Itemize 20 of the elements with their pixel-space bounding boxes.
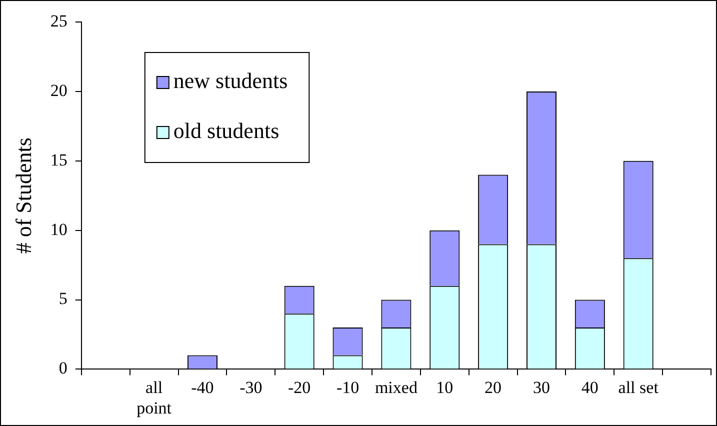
y-tick-label: 15 xyxy=(50,150,68,170)
x-tick-label: -30 xyxy=(240,378,262,397)
x-tick-label: -20 xyxy=(288,378,311,397)
y-tick-label: 10 xyxy=(50,220,68,239)
x-tick-label: all point xyxy=(136,378,172,418)
y-tick-label: 25 xyxy=(50,11,68,30)
x-tick-label: all set xyxy=(618,378,659,397)
x-tick-label: 30 xyxy=(532,378,550,397)
x-tick-label: -10 xyxy=(336,378,360,397)
legend-label: old students xyxy=(173,118,280,143)
x-tick-label: 40 xyxy=(581,378,598,397)
x-tick-label: mixed xyxy=(374,378,418,397)
legend-label: new students xyxy=(173,68,288,93)
x-tick-label: 20 xyxy=(484,378,502,397)
x-tick-label: -40 xyxy=(191,378,214,397)
y-tick-label: 5 xyxy=(58,289,68,308)
y-tick-label: 20 xyxy=(50,80,68,100)
y-tick-label: 0 xyxy=(58,358,68,378)
y-axis-title: # of Students xyxy=(10,138,36,254)
x-tick-label: 10 xyxy=(436,378,454,397)
